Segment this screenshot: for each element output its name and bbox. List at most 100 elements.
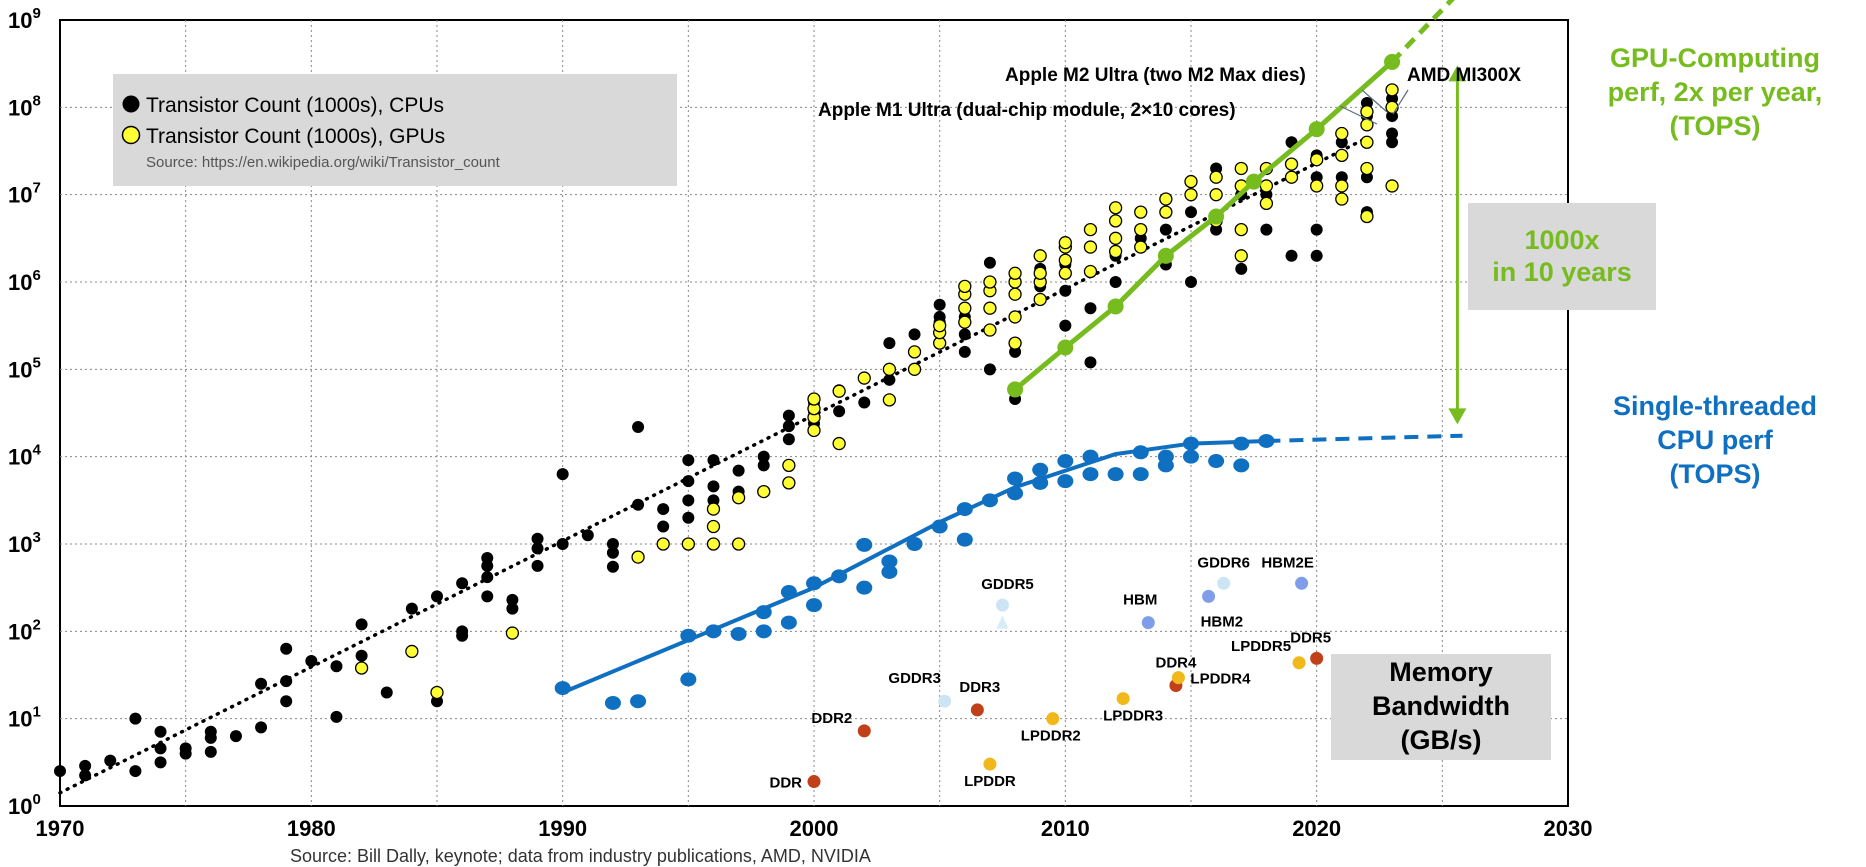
cpu-perf-label: Single-threaded CPU perf (TOPS) bbox=[1565, 390, 1865, 491]
single-thread-point bbox=[906, 537, 923, 551]
single-thread-point bbox=[806, 598, 822, 613]
single-thread-point bbox=[1032, 475, 1049, 490]
cpu-transistor-point bbox=[1109, 276, 1122, 288]
single-thread-point bbox=[630, 694, 647, 709]
single-thread-point bbox=[1233, 436, 1250, 451]
cpu-transistor-point bbox=[380, 686, 393, 699]
y-tick-label: 103 bbox=[8, 529, 41, 557]
gpu-transistor-point bbox=[1184, 188, 1198, 202]
gpu-transistor-point bbox=[807, 423, 821, 438]
gpu-transistor-point bbox=[1335, 179, 1349, 193]
cpu-perf-label-line-1: Single-threaded bbox=[1612, 391, 1818, 421]
gpu-transistor-point bbox=[782, 476, 796, 490]
cpu-transistor-point bbox=[1084, 356, 1097, 369]
single-thread-point bbox=[604, 695, 621, 710]
y-tick-label: 104 bbox=[8, 442, 41, 470]
gpu-transistor-point bbox=[656, 537, 670, 551]
memory-bandwidth-point bbox=[938, 694, 952, 708]
gpu-transistor-point bbox=[706, 519, 721, 534]
cpu-transistor-point bbox=[782, 420, 795, 433]
gpu-transistor-point bbox=[1058, 236, 1072, 250]
memory-bandwidth-point bbox=[1310, 651, 1324, 665]
single-thread-point bbox=[705, 624, 722, 639]
gpu-transistor-point bbox=[983, 323, 997, 337]
gddr5-marker-secondary bbox=[996, 615, 1009, 629]
y-tick-label: 109 bbox=[8, 5, 41, 33]
gpu-transistor-point bbox=[1385, 83, 1399, 97]
single-thread-point bbox=[1183, 436, 1199, 451]
gpu-transistor-point bbox=[1234, 161, 1248, 176]
cpu-transistor-point bbox=[280, 642, 293, 655]
annotation-leader-m2 bbox=[1361, 89, 1388, 113]
single-thread-point bbox=[856, 580, 873, 595]
gpu-perf-point bbox=[1208, 208, 1225, 225]
single-thread-point bbox=[931, 519, 948, 534]
single-thread-point bbox=[1057, 474, 1074, 489]
gain-line-1: 1000x bbox=[1524, 225, 1600, 256]
cpu-transistor-point bbox=[255, 721, 268, 734]
cpu-transistor-point bbox=[154, 742, 167, 755]
cpu-transistor-point bbox=[506, 602, 519, 615]
gpu-transistor-point bbox=[1108, 214, 1123, 228]
gpu-transistor-point bbox=[1360, 105, 1374, 119]
cpu-transistor-point bbox=[682, 494, 695, 507]
gpu-transistor-point bbox=[1008, 310, 1022, 324]
cpu-transistor-point bbox=[556, 468, 569, 481]
x-tick-label: 2030 bbox=[1544, 816, 1593, 841]
gpu-transistor-point bbox=[1134, 222, 1148, 237]
cpu-transistor-point bbox=[280, 695, 293, 708]
cpu-transistor-point bbox=[657, 520, 670, 533]
memory-bandwidth-callout: Memory Bandwidth (GB/s) bbox=[1331, 654, 1551, 760]
cpu-perf-label-line-2: CPU perf bbox=[1657, 424, 1773, 455]
single-thread-point bbox=[1132, 445, 1149, 460]
gpu-transistor-point bbox=[983, 275, 997, 289]
gpu-transistor-point bbox=[1360, 209, 1374, 224]
single-thread-point bbox=[1132, 467, 1149, 482]
cpu-transistor-point bbox=[958, 345, 971, 358]
gpu-transistor-point bbox=[1083, 222, 1098, 237]
cpu-transistor-point bbox=[782, 433, 795, 446]
gpu-transistor-point bbox=[882, 393, 897, 407]
cpu-transistor-point bbox=[255, 677, 268, 690]
gpu-transistor-point bbox=[782, 458, 796, 473]
gpu-perf-point bbox=[1107, 298, 1124, 315]
cpu-transistor-point bbox=[229, 730, 242, 743]
gpu-transistor-point bbox=[807, 392, 821, 406]
gpu-transistor-point bbox=[706, 502, 721, 516]
gpu-transistor-point bbox=[958, 301, 972, 315]
cpu-transistor-point bbox=[506, 593, 519, 606]
memory-bandwidth-label: GDDR3 bbox=[888, 670, 941, 687]
gpu-transistor-point bbox=[631, 550, 645, 564]
cpu-transistor-point bbox=[481, 590, 494, 603]
single-thread-point bbox=[780, 615, 797, 630]
single-thread-point bbox=[881, 564, 898, 579]
cpu-transistor-point bbox=[1260, 223, 1273, 236]
gpu-transistor-point bbox=[731, 537, 746, 551]
legend-source: Source: https://en.wikipedia.org/wiki/Tr… bbox=[146, 154, 501, 171]
cpu-transistor-point bbox=[958, 328, 971, 341]
cpu-transistor-point bbox=[757, 459, 770, 472]
gpu-transistor-point bbox=[857, 371, 871, 385]
single-thread-point bbox=[981, 493, 998, 508]
cpu-transistor-point bbox=[1159, 223, 1172, 236]
gpu-perf-label-line-2: perf, 2x per year, bbox=[1607, 76, 1823, 107]
cpu-transistor-point bbox=[556, 538, 569, 550]
gpu-transistor-point bbox=[1033, 266, 1047, 280]
single-thread-point bbox=[856, 537, 873, 552]
single-thread-point bbox=[956, 532, 973, 547]
gpu-perf-point bbox=[1384, 53, 1401, 70]
gpu-transistor-point bbox=[1234, 249, 1248, 263]
cpu-transistor-point bbox=[1059, 319, 1072, 332]
gpu-transistor-point bbox=[1310, 179, 1324, 193]
cpu-transistor-point bbox=[707, 480, 720, 493]
cpu-transistor-point bbox=[632, 420, 645, 433]
cpu-transistor-point bbox=[657, 503, 670, 516]
cpu-transistor-point bbox=[632, 498, 645, 511]
cpu-transistor-point bbox=[1386, 136, 1399, 149]
cpu-transistor-point bbox=[330, 660, 343, 673]
gpu-transistor-point bbox=[1083, 240, 1098, 254]
legend-label-gpu: Transistor Count (1000s), GPUs bbox=[146, 125, 445, 148]
gpu-transistor-point bbox=[1008, 266, 1022, 280]
memory-bandwidth-label: LPDDR2 bbox=[1021, 728, 1081, 745]
